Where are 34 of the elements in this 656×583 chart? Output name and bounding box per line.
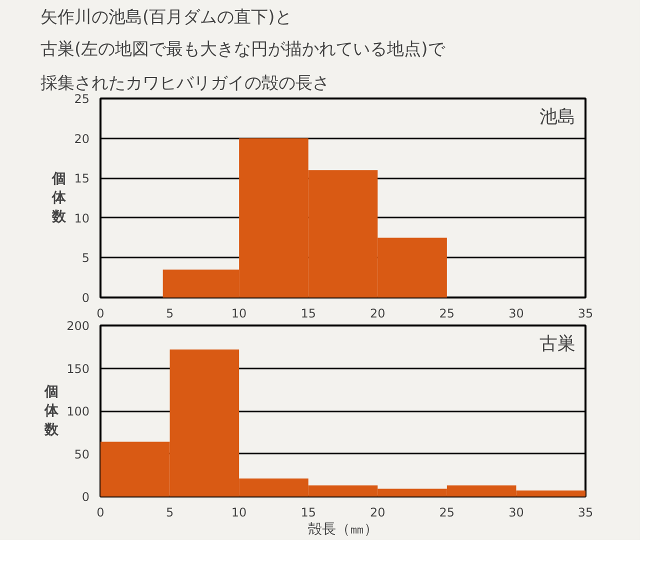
x-tick-label: 5 bbox=[166, 506, 174, 520]
x-tick-label: 10 bbox=[231, 306, 247, 320]
y-tick-label: 10 bbox=[74, 211, 90, 226]
y-tick-label: 0 bbox=[82, 490, 90, 504]
y-tick-label: 15 bbox=[74, 172, 90, 186]
y-axis-title: 個体数 bbox=[44, 384, 60, 438]
y-tick-label: 200 bbox=[66, 319, 90, 333]
x-tick-label: 0 bbox=[96, 506, 104, 520]
y-tick-label: 25 bbox=[74, 92, 90, 106]
x-tick-label: 15 bbox=[300, 306, 316, 320]
x-tick-label: 30 bbox=[508, 306, 524, 320]
x-tick-label: 30 bbox=[508, 506, 524, 520]
y-axis-title: 個体数 bbox=[51, 170, 68, 226]
y-tick-label: 20 bbox=[74, 132, 90, 146]
x-tick-label: 35 bbox=[578, 306, 594, 320]
x-tick-label: 25 bbox=[439, 306, 455, 320]
x-tick-label: 10 bbox=[231, 506, 247, 520]
y-tick-label: 150 bbox=[66, 362, 90, 376]
y-tick-label: 50 bbox=[74, 447, 90, 462]
annotation: 池島 bbox=[540, 106, 576, 128]
x-tick-label: 35 bbox=[578, 506, 594, 520]
x-axis-title: 殻長（㎜） bbox=[308, 522, 378, 538]
x-tick-label: 20 bbox=[370, 306, 386, 320]
x-tick-label: 5 bbox=[166, 306, 174, 320]
chart-title: 矢作川の池島(百月ダムの直下)と bbox=[40, 8, 292, 28]
y-tick-label: 5 bbox=[82, 251, 90, 266]
annotation: 古巣 bbox=[540, 334, 576, 354]
y-tick-label: 0 bbox=[82, 291, 90, 305]
x-tick-label: 0 bbox=[96, 306, 104, 320]
x-tick-label: 20 bbox=[370, 506, 386, 520]
y-tick-label: 100 bbox=[66, 404, 90, 418]
x-tick-label: 25 bbox=[439, 506, 455, 520]
chart-subtitle: 古巣(左の地図で最も大きな円が描かれている地点)で採集されたカワヒバリガイの殻の長さ bbox=[40, 40, 446, 94]
x-tick-label: 15 bbox=[300, 506, 316, 520]
